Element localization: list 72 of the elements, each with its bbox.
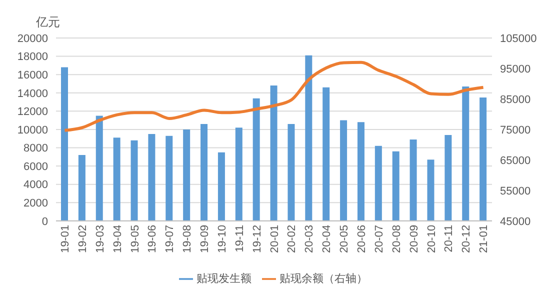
- y2-tick-label: 75000: [500, 124, 531, 136]
- y-tick-label: 18000: [17, 51, 48, 64]
- y-tick-label: 12000: [17, 106, 48, 118]
- x-tick-label: 20-06: [356, 224, 368, 254]
- y-tick-label: 8000: [24, 142, 48, 155]
- x-tick-label: 21-01: [478, 224, 490, 254]
- bar: [235, 128, 242, 221]
- x-tick-label: 20-12: [460, 224, 473, 254]
- bar: [444, 134, 452, 221]
- bar: [357, 122, 364, 221]
- x-tick-label: 19-01: [60, 224, 72, 254]
- x-tick-label: 20-11: [443, 224, 456, 252]
- line-series: [63, 60, 485, 132]
- x-tick-label: 20-07: [373, 224, 386, 254]
- x-tick-label: 19-03: [94, 224, 106, 254]
- x-tick-label: 20-09: [408, 224, 420, 254]
- bar: [270, 86, 278, 221]
- x-tick-label: 19-09: [199, 224, 212, 254]
- y-tick-label: 0: [42, 216, 48, 228]
- bar: [374, 146, 382, 221]
- y-tick-label: 20000: [17, 32, 48, 45]
- bar: [252, 98, 260, 221]
- y2-tick-label: 105000: [500, 32, 537, 45]
- x-tick-label: 19-06: [146, 224, 159, 254]
- bar: [148, 134, 156, 221]
- bar: [392, 151, 400, 221]
- bar: [462, 86, 470, 221]
- y2-tick-label: 95000: [500, 63, 531, 76]
- x-tick-label: 20-08: [390, 224, 403, 254]
- x-tick-label: 20-01: [268, 224, 281, 254]
- y2-tick-label: 85000: [500, 94, 531, 106]
- x-tick-label: 19-04: [112, 224, 124, 254]
- bar: [480, 97, 487, 221]
- y-axis-title: 亿元: [36, 14, 60, 31]
- bar: [96, 116, 103, 221]
- bar: [61, 67, 68, 221]
- bar: [183, 129, 190, 221]
- y2-tick-label: 65000: [500, 154, 531, 167]
- bar: [130, 140, 138, 221]
- x-tick-label: 19-10: [216, 224, 228, 254]
- bar: [410, 140, 417, 221]
- bar: [113, 138, 120, 221]
- bar: [200, 124, 208, 221]
- y2-tick-label: 55000: [500, 185, 531, 198]
- bar: [288, 124, 295, 221]
- x-tick-label: 20-02: [286, 224, 298, 254]
- y-tick-label: 2000: [24, 198, 48, 210]
- x-tick-label: 19-05: [129, 224, 142, 254]
- x-tick-label: 20-04: [321, 224, 334, 254]
- x-tick-label: 20-05: [338, 224, 351, 254]
- bar: [166, 136, 173, 221]
- x-tick-label: 19-11: [234, 224, 246, 252]
- bar: [78, 155, 86, 221]
- legend-label: 贴现余额（右轴）: [280, 272, 368, 285]
- x-tick-label: 20-10: [426, 224, 438, 254]
- x-tick-label: 19-07: [164, 224, 176, 254]
- y-tick-label: 4000: [24, 179, 48, 192]
- bar: [322, 87, 330, 221]
- legend-label: 贴现发生额: [196, 272, 252, 285]
- bar: [218, 152, 225, 221]
- x-tick-label: 20-03: [304, 224, 316, 254]
- bar: [427, 160, 434, 221]
- bar: [305, 55, 312, 221]
- y-tick-label: 16000: [17, 69, 48, 82]
- y-tick-label: 10000: [17, 124, 48, 136]
- x-tick-label: 19-12: [251, 224, 264, 254]
- y-tick-label: 14000: [17, 88, 48, 100]
- bar: [340, 120, 348, 221]
- x-tick-label: 19-08: [182, 224, 194, 254]
- x-tick-label: 19-02: [76, 224, 89, 254]
- y2-tick-label: 45000: [500, 216, 531, 228]
- y-tick-label: 6000: [24, 160, 48, 173]
